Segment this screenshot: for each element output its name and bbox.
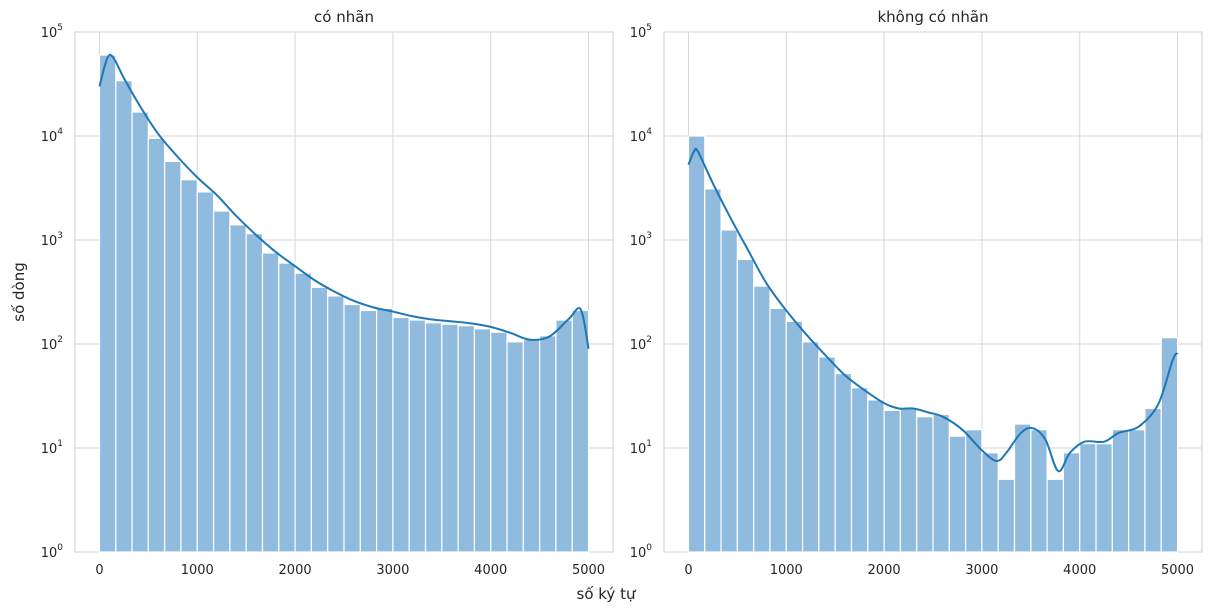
y-tick-label: 103 — [630, 231, 652, 249]
histogram-bar — [818, 356, 836, 553]
histogram-bar — [1030, 429, 1048, 553]
histogram-bar — [180, 179, 198, 553]
histogram-bar — [522, 339, 541, 553]
y-tick-label: 103 — [41, 231, 63, 249]
histogram-bar — [981, 452, 999, 553]
histogram-bar — [147, 137, 166, 553]
histogram-bar — [1128, 429, 1146, 553]
histogram-bar — [294, 272, 312, 553]
panel-title: có nhãn — [314, 8, 374, 26]
x-axis-label: số ký tự — [577, 585, 637, 603]
x-tick-label: 5000 — [1161, 563, 1194, 578]
histogram-bar — [408, 319, 427, 553]
histogram-bar — [490, 331, 508, 553]
histogram-bar — [736, 258, 755, 553]
histogram-bar — [1111, 429, 1130, 553]
histogram-bar — [867, 399, 885, 553]
histogram-bar — [704, 188, 722, 553]
x-tick-label: 4000 — [1063, 563, 1096, 578]
histogram-bar — [245, 233, 264, 553]
kde-curve — [98, 53, 590, 349]
histogram-bar — [506, 341, 524, 553]
y-axis-label: số dòng — [10, 262, 28, 322]
histogram-bar — [555, 319, 573, 553]
histogram-bar — [261, 252, 280, 553]
histogram-bar — [441, 323, 459, 553]
x-tick-label: 2000 — [279, 563, 312, 578]
x-tick-label: 0 — [95, 563, 103, 578]
histogram-bar — [424, 322, 443, 553]
panel-khong-co-nhan: 0 1000 2000 3000 4000 5000 100 101 102 103 104 105 k… — [630, 8, 1203, 578]
histogram-bar — [1144, 407, 1162, 553]
histogram-bar — [359, 309, 378, 553]
x-tick-label: 1000 — [181, 563, 214, 578]
y-tick-label: 101 — [630, 439, 652, 457]
histogram-bar — [376, 307, 394, 553]
histogram-bar — [997, 478, 1016, 553]
histogram-bar — [473, 328, 492, 553]
panel-co-nhan: 0 1000 2000 3000 4000 5000 100 101 102 103 104 105 c… — [41, 8, 614, 578]
histogram-bar — [801, 341, 820, 553]
histogram-bar — [131, 111, 149, 553]
histogram-bar — [1079, 443, 1097, 553]
y-tick-label: 102 — [630, 335, 652, 353]
histogram-bar — [539, 335, 557, 553]
x-tick-label: 1000 — [770, 563, 803, 578]
histogram-bar — [392, 316, 410, 553]
histogram-bar — [212, 210, 231, 553]
histogram-bar — [948, 435, 967, 553]
x-tick-label: 4000 — [474, 563, 507, 578]
x-tick-label: 0 — [684, 563, 692, 578]
histogram-bar — [1095, 443, 1113, 553]
histogram-bar — [98, 54, 117, 553]
histogram-bar — [1160, 337, 1179, 553]
x-tick-label: 5000 — [572, 563, 605, 578]
histogram-bar — [1062, 452, 1081, 553]
histogram-bar — [310, 286, 329, 553]
histogram-bar — [229, 224, 247, 553]
y-tick-label: 101 — [41, 439, 63, 457]
kde-curve — [687, 147, 1179, 473]
x-tick-label: 2000 — [868, 563, 901, 578]
histogram-bar — [753, 285, 771, 553]
histogram-bar — [164, 160, 182, 553]
y-tick-label: 100 — [630, 543, 653, 561]
y-tick-label: 105 — [630, 23, 652, 41]
histogram-bar — [720, 229, 738, 553]
histogram-bar — [571, 309, 590, 553]
histogram-bar — [850, 387, 869, 553]
histogram-bar — [687, 135, 706, 553]
y-tick-label: 104 — [630, 127, 653, 145]
y-tick-label: 100 — [41, 543, 64, 561]
histogram-bar — [327, 295, 345, 553]
y-tick-label: 105 — [41, 23, 63, 41]
y-tick-label: 102 — [41, 335, 63, 353]
histogram-bar — [834, 372, 853, 553]
y-tick-label: 104 — [41, 127, 64, 145]
histogram-bar — [785, 320, 804, 553]
histogram-bar — [278, 262, 296, 553]
histogram-bar — [932, 413, 950, 553]
histogram-bar — [1013, 423, 1032, 553]
histogram-bar — [899, 407, 918, 553]
histogram-bar — [115, 80, 133, 553]
x-tick-label: 3000 — [376, 563, 409, 578]
x-tick-label: 3000 — [965, 563, 998, 578]
histogram-bar — [457, 325, 476, 553]
histogram-bar — [1046, 478, 1065, 553]
histogram-bar — [343, 303, 361, 553]
panel-title: không có nhãn — [877, 8, 988, 26]
histogram-bar — [196, 191, 215, 553]
histogram-bar — [916, 416, 934, 553]
histogram-bar — [769, 307, 787, 553]
histogram-bar — [883, 409, 901, 553]
